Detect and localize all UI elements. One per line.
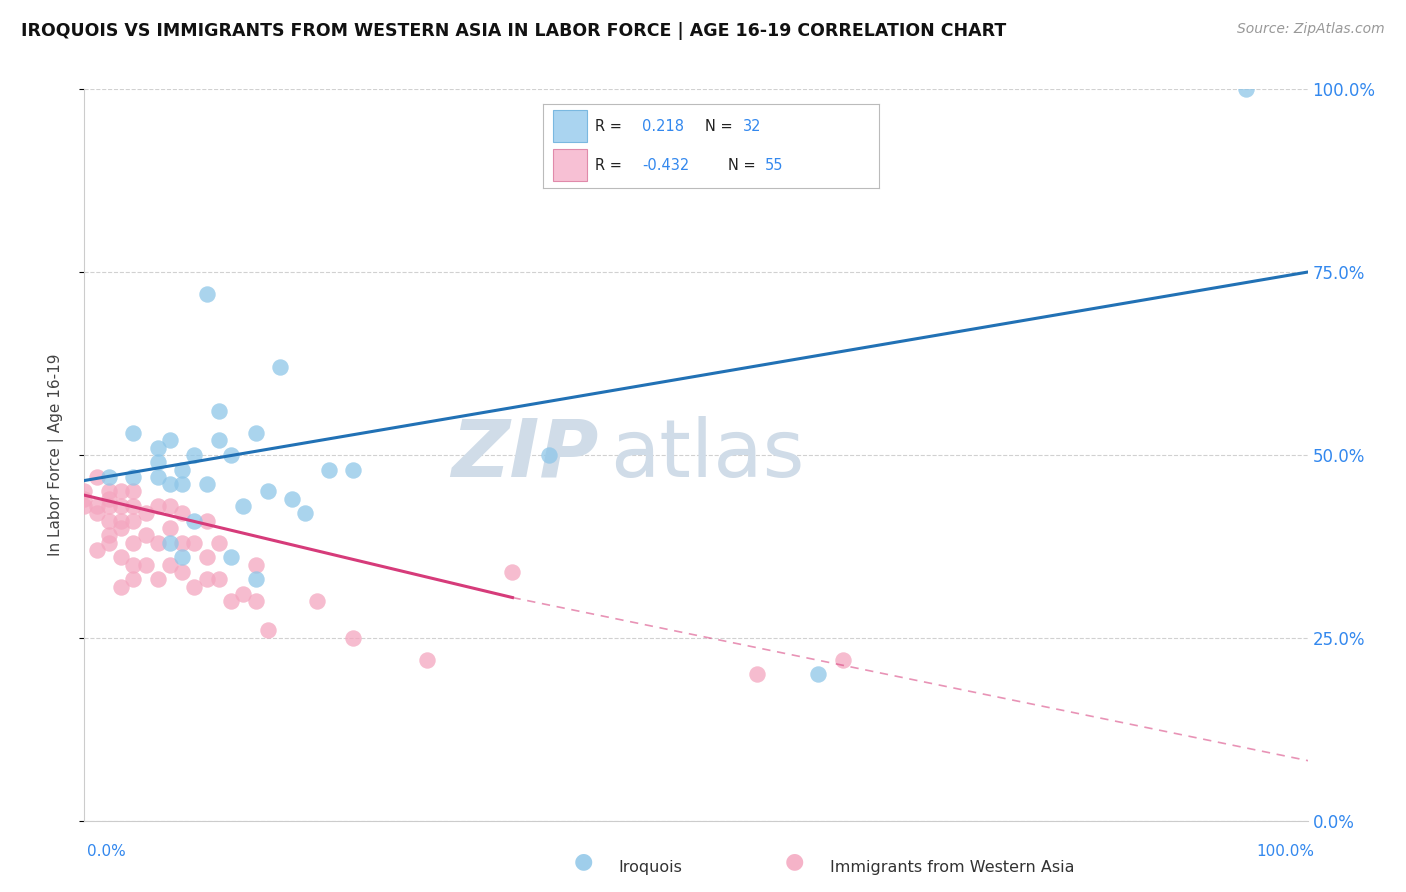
Text: ●: ● <box>574 851 593 871</box>
Point <box>232 587 254 601</box>
Point <box>245 558 267 572</box>
Point <box>172 535 194 549</box>
Text: Iroquois: Iroquois <box>619 860 682 874</box>
Point <box>208 572 231 586</box>
Point <box>110 580 132 594</box>
Point <box>97 491 120 506</box>
Point <box>159 434 181 448</box>
Point <box>172 507 194 521</box>
Point <box>831 653 853 667</box>
Point <box>208 434 231 448</box>
Point <box>159 521 181 535</box>
Point <box>97 535 120 549</box>
Point <box>146 535 169 549</box>
Text: IROQUOIS VS IMMIGRANTS FROM WESTERN ASIA IN LABOR FORCE | AGE 16-19 CORRELATION : IROQUOIS VS IMMIGRANTS FROM WESTERN ASIA… <box>21 22 1007 40</box>
Text: Source: ZipAtlas.com: Source: ZipAtlas.com <box>1237 22 1385 37</box>
Point <box>97 499 120 513</box>
Point <box>195 572 218 586</box>
Text: Immigrants from Western Asia: Immigrants from Western Asia <box>830 860 1074 874</box>
Point <box>172 565 194 579</box>
Point <box>232 499 254 513</box>
Point <box>245 572 267 586</box>
Point <box>122 558 145 572</box>
Point <box>219 448 242 462</box>
Point <box>219 550 242 565</box>
Point <box>122 425 145 440</box>
Point <box>183 514 205 528</box>
Point <box>159 477 181 491</box>
Point <box>110 499 132 513</box>
Point <box>159 558 181 572</box>
Point <box>122 499 145 513</box>
Point <box>135 507 157 521</box>
Point <box>146 441 169 455</box>
Point <box>281 491 304 506</box>
Point <box>172 477 194 491</box>
Point <box>97 514 120 528</box>
Point <box>195 514 218 528</box>
Point <box>195 287 218 301</box>
Point <box>73 491 96 506</box>
Point <box>1236 82 1258 96</box>
Point <box>257 624 280 638</box>
Point <box>159 499 181 513</box>
Point <box>146 499 169 513</box>
Point <box>183 535 205 549</box>
Point <box>342 462 364 476</box>
Point <box>110 514 132 528</box>
Text: 100.0%: 100.0% <box>1257 845 1315 859</box>
Point <box>110 550 132 565</box>
Point <box>122 514 145 528</box>
Point <box>183 580 205 594</box>
Point <box>97 528 120 542</box>
Point <box>86 507 108 521</box>
Point <box>86 499 108 513</box>
Point <box>159 535 181 549</box>
Point <box>172 550 194 565</box>
Point <box>245 594 267 608</box>
Text: atlas: atlas <box>610 416 804 494</box>
Point <box>195 550 218 565</box>
Point <box>86 543 108 558</box>
Point <box>245 425 267 440</box>
Point <box>97 470 120 484</box>
Text: 0.0%: 0.0% <box>87 845 127 859</box>
Point <box>122 470 145 484</box>
Point <box>110 521 132 535</box>
Point <box>122 484 145 499</box>
Point <box>73 484 96 499</box>
Point <box>807 667 830 681</box>
Point <box>122 572 145 586</box>
Point <box>146 470 169 484</box>
Text: ●: ● <box>785 851 804 871</box>
Point <box>208 535 231 549</box>
Point <box>219 594 242 608</box>
Point <box>135 558 157 572</box>
Point <box>146 455 169 469</box>
Point <box>502 565 524 579</box>
Y-axis label: In Labor Force | Age 16-19: In Labor Force | Age 16-19 <box>48 353 63 557</box>
Point <box>305 594 328 608</box>
Point <box>538 448 561 462</box>
Point <box>86 470 108 484</box>
Point <box>269 360 291 375</box>
Point <box>135 528 157 542</box>
Point <box>294 507 316 521</box>
Point <box>257 484 280 499</box>
Point <box>172 462 194 476</box>
Point <box>416 653 439 667</box>
Point <box>122 535 145 549</box>
Point <box>110 484 132 499</box>
Point <box>318 462 340 476</box>
Point <box>97 484 120 499</box>
Point <box>73 499 96 513</box>
Point <box>342 631 364 645</box>
Point <box>208 404 231 418</box>
Point <box>146 572 169 586</box>
Text: ZIP: ZIP <box>451 416 598 494</box>
Point <box>195 477 218 491</box>
Point <box>183 448 205 462</box>
Point <box>747 667 769 681</box>
